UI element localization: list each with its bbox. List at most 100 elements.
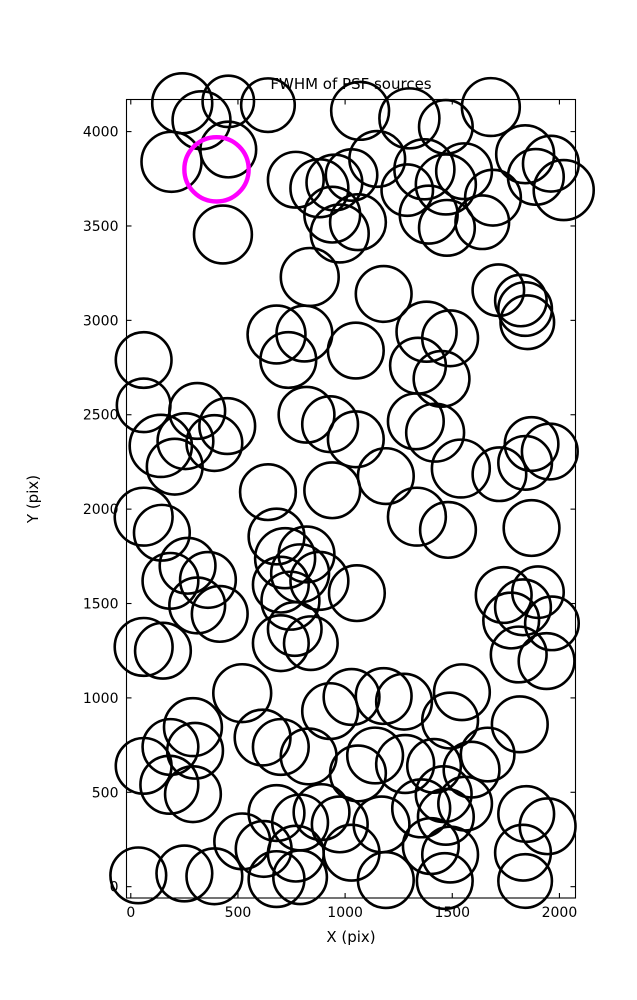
psf-source-marker[interactable] [201, 74, 256, 129]
psf-source-marker[interactable] [327, 563, 387, 623]
psf-source-marker[interactable] [251, 613, 310, 673]
psf-source-marker[interactable] [454, 194, 511, 251]
psf-source-marker[interactable] [490, 695, 549, 754]
psf-source-marker[interactable] [158, 536, 217, 595]
psf-source-marker[interactable] [238, 462, 298, 522]
psf-source-marker[interactable] [266, 150, 325, 209]
psf-source-marker[interactable] [163, 765, 223, 824]
psf-source-marker[interactable] [326, 321, 385, 380]
psf-source-marker[interactable] [289, 550, 350, 612]
psf-source-marker[interactable] [386, 392, 445, 451]
psf-source-marker[interactable] [114, 736, 173, 796]
psf-source-marker[interactable] [497, 784, 556, 844]
psf-source-marker[interactable] [251, 717, 310, 777]
psf-source-marker[interactable] [418, 500, 478, 560]
psf-source-marker[interactable] [277, 385, 336, 444]
psf-source-marker[interactable] [345, 726, 405, 785]
psf-source-marker[interactable] [156, 412, 215, 471]
psf-source-marker[interactable] [155, 844, 214, 903]
psf-source-marker[interactable] [404, 402, 466, 463]
psf-source-marker[interactable] [395, 300, 458, 363]
psf-source-marker[interactable] [322, 667, 381, 727]
psf-source-marker[interactable] [416, 787, 475, 846]
selected-psf-source-marker[interactable] [182, 135, 251, 204]
psf-source-marker[interactable] [145, 437, 204, 496]
psf-source-marker[interactable] [417, 198, 477, 258]
psf-source-marker[interactable] [497, 434, 554, 491]
psf-source-marker[interactable] [432, 663, 492, 722]
psf-source-marker[interactable] [198, 396, 257, 456]
psf-source-marker[interactable] [523, 595, 581, 652]
psf-source-marker[interactable] [109, 846, 168, 905]
psf-source-marker[interactable] [493, 578, 553, 637]
psf-source-marker[interactable] [380, 163, 435, 218]
psf-source-marker[interactable] [412, 349, 471, 409]
psf-source-marker[interactable] [417, 98, 474, 155]
psf-source-marker[interactable] [390, 778, 452, 839]
psf-source-marker[interactable] [233, 708, 292, 767]
psf-source-marker[interactable] [493, 823, 553, 882]
psf-source-marker[interactable] [300, 395, 360, 454]
psf-source-marker[interactable] [493, 273, 548, 328]
psf-source-marker[interactable] [474, 565, 533, 625]
psf-source-marker[interactable] [113, 486, 174, 547]
psf-source-marker[interactable] [374, 733, 436, 795]
psf-source-marker[interactable] [251, 555, 310, 614]
psf-source-marker[interactable] [168, 381, 227, 441]
psf-source-marker[interactable] [415, 851, 474, 911]
psf-source-marker[interactable] [489, 625, 548, 684]
psf-source-marker[interactable] [185, 847, 244, 906]
psf-source-marker[interactable] [234, 819, 293, 879]
psf-source-marker[interactable] [352, 795, 411, 854]
psf-source-marker[interactable] [328, 744, 388, 803]
psf-source-marker[interactable] [459, 726, 516, 783]
psf-source-marker[interactable] [247, 849, 306, 909]
psf-source-marker[interactable] [239, 77, 297, 134]
psf-source-marker[interactable] [356, 850, 415, 910]
psf-source-marker[interactable] [178, 550, 238, 610]
psf-source-marker[interactable] [463, 168, 523, 227]
psf-source-marker[interactable] [300, 681, 360, 741]
psf-source-marker[interactable] [192, 204, 254, 265]
psf-source-marker[interactable] [114, 330, 173, 390]
psf-source-marker[interactable] [326, 410, 385, 469]
psf-source-marker[interactable] [259, 330, 318, 390]
psf-source-marker[interactable] [430, 438, 492, 499]
psf-source-marker[interactable] [356, 446, 415, 506]
psf-source-marker[interactable] [322, 823, 381, 882]
psf-source-marker[interactable] [386, 486, 448, 547]
psf-source-marker[interactable] [211, 662, 273, 724]
psf-source-marker[interactable] [482, 591, 541, 650]
psf-source-marker[interactable] [460, 76, 522, 138]
psf-source-marker[interactable] [260, 570, 321, 631]
psf-source-marker[interactable] [199, 120, 258, 179]
psf-source-marker[interactable] [162, 696, 224, 758]
psf-source-marker[interactable] [378, 87, 441, 150]
psf-source-marker[interactable] [132, 503, 192, 562]
psf-source-marker[interactable] [354, 264, 413, 324]
psf-source-marker[interactable] [168, 576, 227, 635]
psf-source-marker[interactable] [133, 621, 193, 680]
psf-source-marker[interactable] [113, 616, 174, 678]
psf-source-marker[interactable] [502, 498, 561, 558]
psf-source-marker[interactable] [420, 691, 480, 750]
psf-source-marker[interactable] [354, 666, 413, 726]
psf-source-marker[interactable] [279, 246, 340, 308]
psf-source-marker[interactable] [420, 309, 480, 368]
psf-source-marker[interactable] [185, 413, 244, 473]
psf-source-marker[interactable] [374, 672, 434, 731]
psf-source-marker[interactable] [503, 415, 560, 473]
psf-source-marker[interactable] [520, 422, 579, 481]
psf-source-marker[interactable] [471, 446, 528, 503]
psf-source-marker[interactable] [282, 615, 339, 672]
psf-source-marker[interactable] [328, 193, 388, 252]
psf-source-marker[interactable] [272, 849, 329, 906]
psf-source-marker[interactable] [499, 294, 556, 351]
psf-source-marker[interactable] [279, 727, 338, 786]
psf-source-marker[interactable] [266, 600, 323, 658]
psf-source-marker[interactable] [310, 795, 369, 854]
psf-source-marker[interactable] [190, 584, 249, 644]
psf-source-marker[interactable] [506, 147, 566, 207]
psf-source-marker[interactable] [292, 782, 351, 842]
psf-source-marker[interactable] [303, 461, 362, 520]
